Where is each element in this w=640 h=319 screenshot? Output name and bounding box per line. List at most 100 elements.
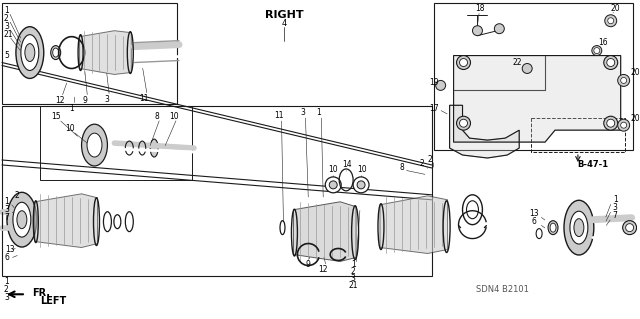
Text: 10: 10 <box>65 124 74 133</box>
Text: 9: 9 <box>82 96 87 105</box>
Ellipse shape <box>17 211 27 229</box>
Text: 2: 2 <box>351 267 355 276</box>
Text: 10: 10 <box>169 112 179 121</box>
Ellipse shape <box>81 124 108 166</box>
Circle shape <box>604 116 618 130</box>
Text: LEFT: LEFT <box>40 296 66 306</box>
Bar <box>2 106 432 276</box>
Text: 18: 18 <box>476 4 485 13</box>
Text: 13: 13 <box>529 209 539 218</box>
Circle shape <box>592 46 602 56</box>
Polygon shape <box>380 196 447 254</box>
Text: 13: 13 <box>5 245 15 254</box>
Circle shape <box>621 78 627 83</box>
Text: 20: 20 <box>630 114 640 123</box>
Circle shape <box>626 224 634 232</box>
Text: 19: 19 <box>429 78 438 87</box>
Text: 22: 22 <box>513 58 522 67</box>
Ellipse shape <box>353 177 369 193</box>
Circle shape <box>594 48 600 54</box>
Circle shape <box>460 59 467 66</box>
Circle shape <box>608 18 614 24</box>
Ellipse shape <box>574 219 584 237</box>
Text: 6: 6 <box>532 217 536 226</box>
Text: 1: 1 <box>4 197 9 206</box>
Text: 3: 3 <box>612 203 618 212</box>
Text: 1: 1 <box>4 277 9 286</box>
Text: 20: 20 <box>630 68 640 77</box>
Text: 3: 3 <box>4 293 9 302</box>
Ellipse shape <box>150 139 158 157</box>
Circle shape <box>456 56 470 70</box>
Text: 3: 3 <box>104 95 109 104</box>
Text: FR.: FR. <box>32 288 50 298</box>
Text: 15: 15 <box>51 112 61 121</box>
Ellipse shape <box>564 200 594 255</box>
Ellipse shape <box>16 27 44 78</box>
Ellipse shape <box>51 46 61 60</box>
Bar <box>434 3 632 150</box>
Ellipse shape <box>570 211 588 244</box>
Text: 2: 2 <box>419 160 424 168</box>
Circle shape <box>494 24 504 34</box>
Text: 11: 11 <box>274 111 284 120</box>
Text: 6: 6 <box>5 253 10 262</box>
Text: 1: 1 <box>351 260 355 269</box>
Text: 9: 9 <box>306 260 311 269</box>
Circle shape <box>456 116 470 130</box>
Bar <box>531 118 625 152</box>
Circle shape <box>623 221 637 234</box>
Text: 21: 21 <box>348 281 358 290</box>
Text: 1: 1 <box>4 6 9 15</box>
Text: 8: 8 <box>399 163 404 173</box>
Text: 2: 2 <box>428 155 432 165</box>
Circle shape <box>618 119 630 131</box>
Circle shape <box>460 119 467 127</box>
Text: 11: 11 <box>140 94 149 103</box>
Ellipse shape <box>325 177 341 193</box>
Polygon shape <box>79 31 131 74</box>
Text: RIGHT: RIGHT <box>265 10 304 20</box>
Ellipse shape <box>25 44 35 62</box>
Text: 1: 1 <box>316 108 321 117</box>
Text: 1: 1 <box>69 104 74 113</box>
Text: 10: 10 <box>328 166 338 174</box>
Ellipse shape <box>13 202 31 237</box>
Ellipse shape <box>550 223 556 232</box>
Ellipse shape <box>52 48 59 57</box>
Text: 3: 3 <box>300 108 305 117</box>
Circle shape <box>522 63 532 73</box>
Text: 12: 12 <box>55 96 65 105</box>
Bar <box>40 106 192 180</box>
Text: 14: 14 <box>342 160 352 169</box>
Text: 3: 3 <box>4 22 9 31</box>
Polygon shape <box>35 194 97 248</box>
Ellipse shape <box>21 35 39 70</box>
Text: 7: 7 <box>612 211 618 220</box>
Ellipse shape <box>87 133 102 157</box>
Text: 2: 2 <box>15 191 19 200</box>
Polygon shape <box>293 202 356 262</box>
Circle shape <box>472 26 483 36</box>
Ellipse shape <box>548 221 558 234</box>
Text: 5: 5 <box>4 51 9 60</box>
Circle shape <box>605 15 617 27</box>
Text: 8: 8 <box>155 112 159 121</box>
Ellipse shape <box>329 181 337 189</box>
Text: 2: 2 <box>4 285 9 294</box>
Circle shape <box>621 122 627 128</box>
Ellipse shape <box>7 192 37 247</box>
Polygon shape <box>449 105 519 158</box>
Text: 2: 2 <box>4 14 9 23</box>
Text: B-47-1: B-47-1 <box>577 160 609 169</box>
Bar <box>2 3 177 104</box>
Circle shape <box>607 119 614 127</box>
Polygon shape <box>454 56 621 142</box>
Text: 1: 1 <box>612 195 618 204</box>
Circle shape <box>618 74 630 86</box>
Circle shape <box>607 59 614 66</box>
Text: SDN4 B2101: SDN4 B2101 <box>476 285 529 294</box>
Ellipse shape <box>357 181 365 189</box>
Text: 21: 21 <box>4 30 13 39</box>
Text: 17: 17 <box>429 104 438 113</box>
